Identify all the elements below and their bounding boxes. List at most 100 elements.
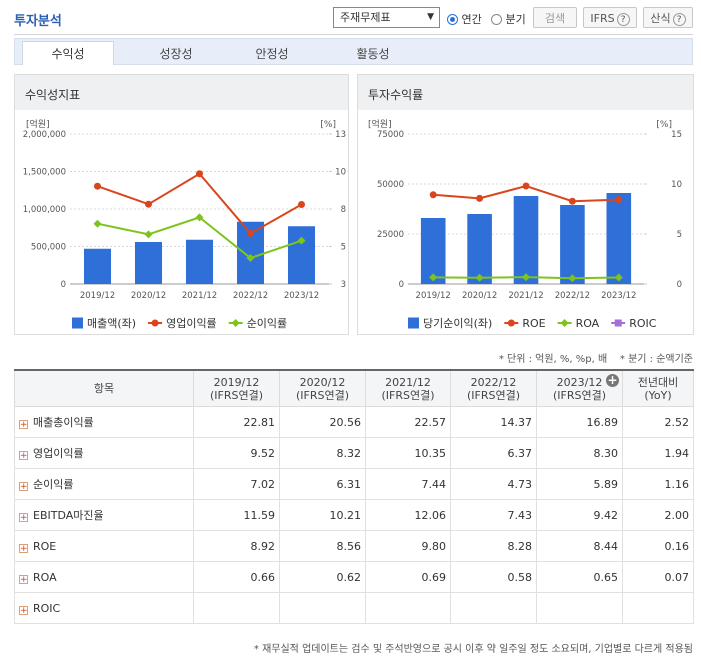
y2-axis-unit: [%] (320, 120, 336, 130)
header-cell: 2020/12 (IFRS연결) (279, 369, 366, 407)
header-cell: 2021/12 (IFRS연결) (365, 369, 451, 407)
tab[interactable]: 성장성 (159, 47, 193, 61)
cell-value: 8.92 (250, 539, 276, 553)
expand-icon[interactable]: + (19, 451, 28, 461)
table-row: + 순이익률 7.02 6.31 7.44 4.73 5.89 1.16 (14, 468, 694, 500)
legend-label: 매출액(좌) (87, 317, 136, 330)
search-button[interactable]: 검색 (533, 7, 577, 28)
radio-annual[interactable]: 연간 (447, 11, 482, 27)
marker (94, 182, 101, 190)
header-text: 2019/12 (213, 375, 260, 389)
formula-button[interactable]: 산식? (643, 7, 693, 28)
marker (614, 319, 622, 327)
table-row: + ROA 0.66 0.62 0.69 0.58 0.65 0.07 (14, 561, 694, 593)
cell-value: 0.07 (664, 570, 690, 584)
legend-label: ROA (576, 317, 600, 330)
cell-value: 10.21 (329, 508, 362, 522)
ifrs-button[interactable]: IFRS? (583, 7, 637, 28)
radio-on (447, 14, 458, 25)
tab[interactable]: 안정성 (255, 47, 289, 61)
header-cell: 2023/12 (IFRS연결) + (536, 369, 623, 407)
radio-label: 연간 (461, 13, 482, 26)
y2-tick-label: 15 (671, 130, 682, 140)
value-cell: 7.43 (450, 499, 537, 531)
y2-tick-label: 10 (335, 168, 346, 178)
row-label: ROA (33, 570, 57, 584)
value-cell (365, 592, 451, 624)
footnote: * 재무실적 업데이트는 검수 및 주석반영으로 공시 이후 약 일주일 정도 … (253, 644, 693, 655)
cell-value: 4.73 (507, 477, 533, 491)
radio-label: 분기 (505, 13, 526, 26)
marker (568, 274, 577, 283)
help-icon: ? (616, 12, 630, 26)
bar (420, 218, 446, 284)
bar (467, 214, 492, 284)
value-cell: 0.58 (450, 561, 537, 593)
value-cell: 12.06 (365, 499, 451, 531)
value-cell (536, 592, 623, 624)
chart-panel (14, 74, 349, 335)
chart-title: 투자수익률 (368, 88, 423, 102)
cell-value: 10.35 (414, 446, 447, 460)
value-cell: 11.59 (193, 499, 280, 531)
expand-icon[interactable]: + (19, 574, 28, 585)
y2-tick-label: 10 (671, 180, 682, 190)
x-tick-label: 2019/12 (80, 291, 115, 301)
y-tick-label: 75000 (377, 130, 404, 140)
expand-icon[interactable]: + (19, 513, 28, 523)
header-cell: 항목 (14, 369, 194, 407)
value-cell: 0.07 (622, 561, 694, 593)
x-tick-label: 2022/12 (555, 291, 590, 301)
y-tick-label: 1,000,000 (23, 205, 66, 215)
tab-bar (14, 38, 693, 65)
legend-label: 순이익률 (247, 317, 287, 330)
tab[interactable]: 수익성 (51, 47, 85, 61)
unit-note: * 단위 : 억원, %, %p, 배 (498, 354, 608, 365)
x-tick-label: 2022/12 (233, 291, 268, 301)
cell-value: 8.56 (336, 539, 362, 553)
table-row: + ROE 8.92 8.56 9.80 8.28 8.44 0.16 (14, 530, 694, 562)
header-row: 항목 2019/12 (IFRS연결) 2020/12 (IFRS연결) 2021/12(… (14, 369, 694, 407)
expand-icon[interactable]: + (19, 482, 28, 492)
cell-value: 1.16 (664, 477, 690, 491)
tab[interactable]: 활동성 (356, 47, 390, 61)
expand-icon[interactable]: + (606, 373, 619, 387)
bar (560, 205, 585, 284)
statement-select[interactable]: 주재무제표 ▼ (333, 7, 440, 28)
y-tick-label: 0 (399, 280, 404, 290)
value-cell: 6.37 (450, 437, 537, 469)
x-tick-label: 2019/12 (416, 291, 451, 301)
bar (287, 226, 316, 284)
x-tick-label: 2020/12 (462, 291, 497, 301)
header-text: 2023/12 (556, 375, 603, 389)
radio-quarter[interactable]: 분기 (491, 11, 526, 27)
row-header: + 순이익률 (14, 468, 194, 500)
cell-value: 6.37 (507, 446, 533, 460)
y-tick-label: 500,000 (31, 243, 66, 253)
expand-icon[interactable]: + (19, 543, 28, 554)
header-text: (IFRS연결) (552, 388, 607, 402)
x-tick-label: 2023/12 (284, 291, 319, 301)
expand-icon[interactable]: + (19, 420, 28, 430)
header-text: (IFRS연결) (209, 388, 264, 402)
value-cell (279, 592, 366, 624)
row-header: + 매출총이익률 (14, 406, 194, 438)
value-cell: 6.31 (279, 468, 366, 500)
x-tick-label: 2021/12 (508, 291, 543, 301)
header-text: (IFRS연결) (466, 388, 521, 402)
table-row: + EBITDA마진율 11.59 10.21 12.06 7.43 9.42 2.00 (14, 499, 694, 531)
cell-value: 1.94 (664, 446, 690, 460)
header-cell: 전년대비 (YoY) (622, 369, 694, 407)
expand-icon[interactable]: + (19, 605, 28, 616)
y-axis-unit: [억원] (26, 118, 50, 130)
cell-value: 8.28 (507, 539, 533, 553)
value-cell: 0.66 (193, 561, 280, 593)
value-cell: 8.30 (536, 437, 623, 469)
row-label: EBITDA마진율 (33, 509, 104, 522)
marker (429, 273, 438, 282)
y-tick-label: 1,500,000 (23, 168, 66, 178)
charts: 수익성지표 [억원] [%] 0 500,000 1,000,000 1,500,000 2,… (14, 74, 694, 335)
value-cell: 0.16 (622, 530, 694, 562)
title-rule (14, 34, 693, 35)
header-cell: 2019/12 (IFRS연결) (193, 369, 280, 407)
